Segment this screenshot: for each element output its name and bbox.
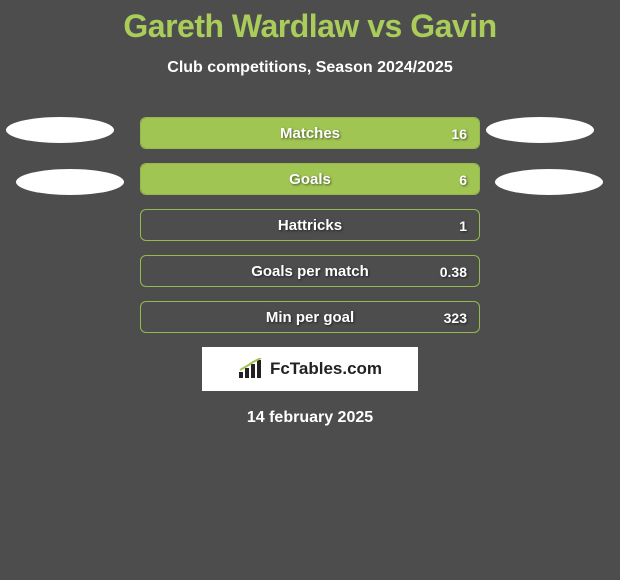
stat-value: 16 bbox=[451, 118, 467, 149]
decor-ellipse bbox=[486, 117, 594, 143]
stat-label: Min per goal bbox=[141, 302, 479, 333]
decor-ellipse bbox=[495, 169, 603, 195]
infographic-root: Gareth Wardlaw vs Gavin Club competition… bbox=[0, 0, 620, 427]
stat-bar: Goals per match 0.38 bbox=[140, 255, 480, 287]
bars-icon bbox=[238, 358, 266, 380]
stat-bar: Hattricks 1 bbox=[140, 209, 480, 241]
stat-bar: Matches 16 bbox=[140, 117, 480, 149]
date-text: 14 february 2025 bbox=[0, 409, 620, 427]
stat-label: Goals per match bbox=[141, 256, 479, 287]
site-logo[interactable]: FcTables.com bbox=[202, 347, 418, 391]
stats-area: Matches 16 Goals 6 Hattricks 1 Goals per… bbox=[0, 117, 620, 427]
stat-label: Hattricks bbox=[141, 210, 479, 241]
stat-value: 1 bbox=[459, 210, 467, 241]
decor-ellipse bbox=[6, 117, 114, 143]
decor-ellipse bbox=[16, 169, 124, 195]
stat-label: Goals bbox=[141, 164, 479, 195]
stat-value: 323 bbox=[444, 302, 467, 333]
page-title: Gareth Wardlaw vs Gavin bbox=[0, 0, 620, 45]
stat-value: 0.38 bbox=[440, 256, 467, 287]
logo-inner: FcTables.com bbox=[238, 358, 382, 380]
stat-label: Matches bbox=[141, 118, 479, 149]
stat-value: 6 bbox=[459, 164, 467, 195]
subtitle: Club competitions, Season 2024/2025 bbox=[0, 59, 620, 77]
logo-text: FcTables.com bbox=[270, 359, 382, 379]
stat-bars: Matches 16 Goals 6 Hattricks 1 Goals per… bbox=[140, 117, 480, 333]
stat-bar: Goals 6 bbox=[140, 163, 480, 195]
stat-bar: Min per goal 323 bbox=[140, 301, 480, 333]
